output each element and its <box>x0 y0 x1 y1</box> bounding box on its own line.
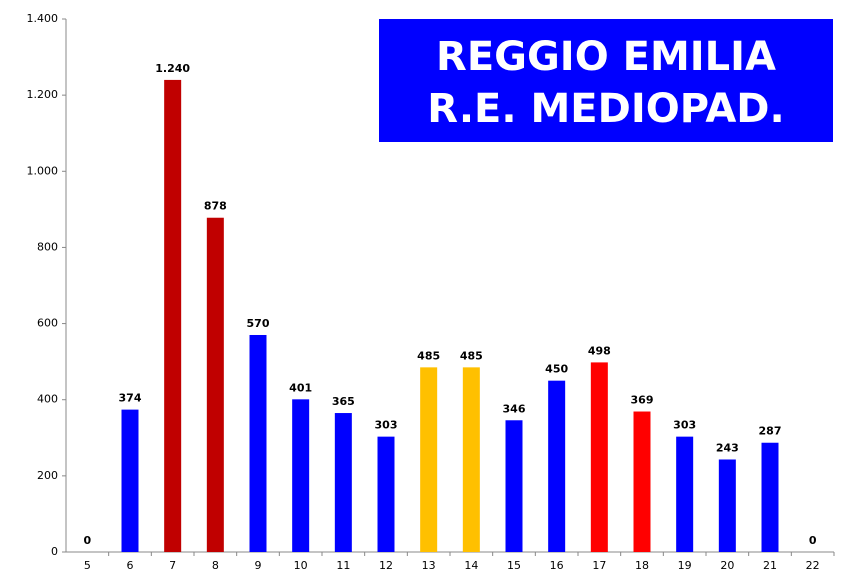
x-tick-label: 21 <box>763 559 777 572</box>
bar <box>292 399 310 552</box>
y-tick-label: 0 <box>51 545 58 558</box>
value-label: 498 <box>588 344 611 357</box>
x-tick-label: 15 <box>507 559 521 572</box>
bar <box>334 413 352 552</box>
value-label: 346 <box>503 402 526 415</box>
value-label: 374 <box>119 392 142 405</box>
x-tick-label: 17 <box>592 559 606 572</box>
value-label: 287 <box>759 425 782 438</box>
value-label: 303 <box>375 419 398 432</box>
bar <box>590 362 608 552</box>
x-tick-label: 20 <box>720 559 734 572</box>
y-tick-label: 200 <box>37 469 58 482</box>
bar <box>420 367 438 552</box>
y-tick-label: 600 <box>37 317 58 330</box>
value-label: 485 <box>417 349 440 362</box>
y-tick-label: 800 <box>37 240 58 253</box>
value-label: 369 <box>631 394 654 407</box>
x-tick-label: 5 <box>84 559 91 572</box>
chart-title: REGGIO EMILIA <box>436 34 776 80</box>
value-label: 365 <box>332 395 355 408</box>
x-tick-label: 10 <box>294 559 308 572</box>
chart-subtitle: R.E. MEDIOPAD. <box>427 86 784 132</box>
y-tick-label: 1.400 <box>27 12 59 25</box>
x-tick-label: 13 <box>422 559 436 572</box>
y-tick-label: 400 <box>37 393 58 406</box>
bar <box>377 436 395 552</box>
x-tick-label: 18 <box>635 559 649 572</box>
x-tick-label: 19 <box>678 559 692 572</box>
value-label: 450 <box>545 363 568 376</box>
bar <box>633 411 651 552</box>
x-tick-label: 16 <box>550 559 564 572</box>
bar <box>462 367 480 552</box>
value-label: 570 <box>247 317 270 330</box>
bar <box>164 79 182 553</box>
bar <box>249 334 267 552</box>
bar <box>505 420 523 552</box>
x-tick-label: 6 <box>127 559 134 572</box>
x-tick-label: 8 <box>212 559 219 572</box>
value-label: 243 <box>716 441 739 454</box>
value-label: 303 <box>673 419 696 432</box>
bar <box>121 409 139 552</box>
y-tick-label: 1.200 <box>27 88 59 101</box>
value-label: 1.240 <box>155 62 190 75</box>
title-box <box>379 19 833 142</box>
bar <box>548 380 566 552</box>
bar <box>206 217 224 553</box>
x-tick-label: 22 <box>806 559 820 572</box>
value-label: 0 <box>809 534 817 547</box>
x-tick-label: 9 <box>255 559 262 572</box>
bar <box>676 436 694 552</box>
bar <box>718 459 736 552</box>
value-label: 878 <box>204 200 227 213</box>
x-tick-label: 11 <box>336 559 350 572</box>
bar <box>761 442 779 552</box>
value-label: 485 <box>460 349 483 362</box>
y-tick-label: 1.000 <box>27 164 59 177</box>
value-label: 401 <box>289 381 312 394</box>
x-tick-label: 12 <box>379 559 393 572</box>
value-label: 0 <box>84 534 92 547</box>
x-tick-label: 14 <box>464 559 478 572</box>
x-tick-label: 7 <box>169 559 176 572</box>
